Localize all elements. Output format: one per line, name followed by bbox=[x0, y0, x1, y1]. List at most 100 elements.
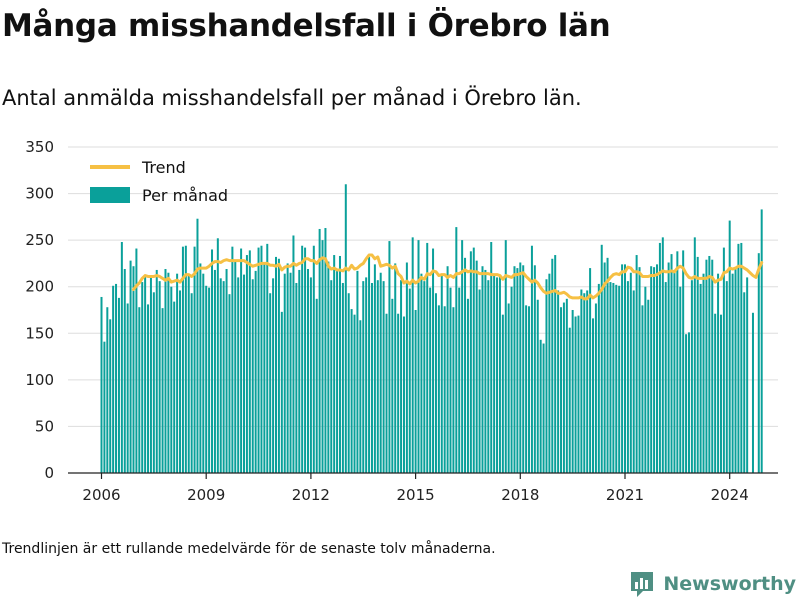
bar bbox=[161, 308, 164, 473]
bar bbox=[298, 269, 301, 473]
trend-layer bbox=[131, 253, 764, 301]
bar bbox=[359, 320, 362, 473]
bar bbox=[443, 306, 446, 473]
bar bbox=[423, 281, 426, 473]
bar bbox=[420, 273, 423, 473]
bar bbox=[202, 273, 205, 473]
bar bbox=[112, 285, 115, 473]
bar bbox=[705, 259, 708, 473]
bar bbox=[216, 238, 219, 473]
bar bbox=[414, 310, 417, 473]
bar bbox=[240, 248, 243, 473]
bar bbox=[234, 260, 237, 473]
bar bbox=[717, 273, 720, 473]
bar bbox=[117, 297, 120, 473]
bar bbox=[530, 245, 533, 473]
bar bbox=[176, 273, 179, 473]
bar bbox=[644, 286, 647, 473]
bar bbox=[440, 274, 443, 473]
y-tick-label: 150 bbox=[25, 324, 54, 342]
bar bbox=[170, 286, 173, 473]
bar bbox=[429, 287, 432, 473]
bar bbox=[213, 269, 216, 473]
bar bbox=[254, 270, 257, 473]
bar bbox=[266, 243, 269, 473]
bar bbox=[123, 269, 126, 473]
bar bbox=[574, 316, 577, 473]
bar bbox=[338, 255, 341, 473]
bar bbox=[225, 269, 228, 473]
bar bbox=[219, 278, 222, 473]
bar bbox=[301, 245, 304, 473]
bar bbox=[260, 245, 263, 473]
bar bbox=[211, 249, 214, 473]
bar bbox=[373, 264, 376, 473]
bar bbox=[304, 247, 307, 473]
bar bbox=[344, 184, 347, 473]
bar bbox=[647, 299, 650, 473]
bar bbox=[580, 289, 583, 473]
newsworthy-logo: Newsworthy bbox=[629, 570, 796, 598]
bar bbox=[740, 242, 743, 473]
bar bbox=[333, 255, 336, 473]
bar bbox=[545, 279, 548, 473]
bar bbox=[641, 305, 644, 473]
bar bbox=[525, 305, 528, 473]
bar bbox=[417, 240, 420, 473]
bar bbox=[661, 237, 664, 473]
y-tick-label: 0 bbox=[44, 464, 54, 482]
bar bbox=[568, 327, 571, 473]
bar bbox=[472, 247, 475, 473]
bar bbox=[469, 251, 472, 473]
bar bbox=[193, 246, 196, 473]
bar bbox=[277, 258, 280, 473]
bar bbox=[147, 304, 150, 473]
bar bbox=[318, 228, 321, 473]
bar bbox=[141, 282, 144, 473]
bar bbox=[167, 272, 170, 473]
bar bbox=[583, 293, 586, 473]
bar bbox=[109, 319, 112, 473]
bar bbox=[455, 227, 458, 473]
bar bbox=[487, 280, 490, 473]
bar bbox=[190, 293, 193, 473]
bar bbox=[385, 313, 388, 473]
bar bbox=[592, 318, 595, 473]
bar bbox=[655, 264, 658, 473]
bar bbox=[696, 256, 699, 473]
bar bbox=[539, 339, 542, 473]
bar bbox=[510, 286, 513, 473]
bar bbox=[606, 257, 609, 473]
bar bbox=[493, 274, 496, 473]
newsworthy-logo-icon bbox=[631, 572, 654, 597]
bar bbox=[327, 261, 330, 473]
bar bbox=[624, 264, 626, 473]
bar bbox=[618, 285, 621, 473]
bar bbox=[475, 260, 478, 473]
bar bbox=[586, 290, 589, 473]
bar bbox=[426, 242, 429, 473]
bar bbox=[461, 240, 464, 473]
monthly-bars bbox=[100, 184, 763, 473]
y-tick-label: 350 bbox=[25, 138, 54, 156]
bar bbox=[138, 307, 141, 473]
bar bbox=[376, 280, 379, 473]
bar bbox=[464, 257, 467, 473]
bar bbox=[295, 282, 298, 473]
x-tick-label: 2018 bbox=[501, 486, 539, 500]
legend-bar-label: Per månad bbox=[142, 186, 228, 205]
bar bbox=[708, 255, 711, 473]
brand-name: Newsworthy bbox=[663, 573, 796, 595]
bar bbox=[746, 277, 749, 473]
bar bbox=[120, 242, 123, 473]
bar bbox=[408, 288, 411, 473]
bar bbox=[341, 282, 344, 473]
axes: 0 50 100 150 200 250 300 350 2006 2009 2012 2015 201… bbox=[25, 138, 778, 500]
bar bbox=[370, 282, 373, 473]
bar bbox=[132, 266, 135, 473]
bar bbox=[670, 254, 673, 473]
bar bbox=[501, 314, 504, 473]
bar bbox=[496, 277, 499, 473]
bar bbox=[292, 235, 295, 473]
bar bbox=[347, 293, 350, 473]
